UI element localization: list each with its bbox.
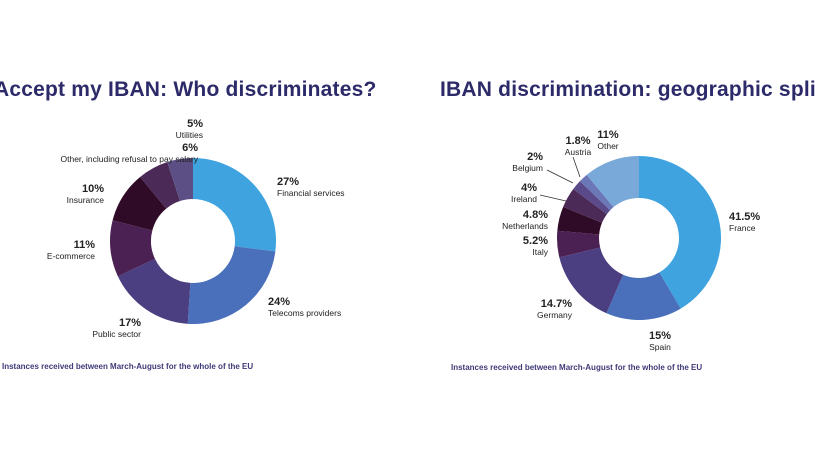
slice-france	[639, 156, 721, 309]
chart-note-right: Instances received between March-August …	[451, 363, 703, 372]
data-label-category: Germany	[537, 309, 572, 320]
data-label-category: Insurance	[66, 194, 104, 205]
data-label: 4.8% Netherlands	[502, 209, 548, 231]
data-label-category: E-commerce	[46, 250, 95, 261]
data-label-value: 27%	[277, 176, 300, 188]
slice-austria	[579, 174, 614, 211]
slice-other-including-refusal-to-pay-salary	[140, 162, 181, 209]
data-label: 11% Other	[597, 129, 619, 151]
data-label-category: Public sector	[92, 328, 141, 339]
data-label-category: Austria	[564, 146, 592, 157]
slice-italy	[557, 230, 601, 258]
data-label-category: Belgium	[512, 162, 543, 173]
slice-insurance	[112, 177, 167, 231]
data-label: 27% Financial services	[277, 176, 345, 198]
slice-netherlands	[557, 206, 602, 235]
data-label-value: 11%	[73, 239, 95, 251]
data-label-category: Netherlands	[502, 220, 548, 231]
data-label: 41.5% France	[729, 211, 761, 233]
data-label-category: Telecoms providers	[268, 307, 342, 318]
data-label-value: 15%	[648, 330, 672, 342]
data-label: 15% Spain	[648, 330, 672, 352]
slice-ireland	[563, 188, 607, 223]
data-label-category: Italy	[532, 246, 548, 257]
slice-financial-services	[193, 158, 276, 252]
data-label-category: Other	[597, 140, 619, 151]
slice-belgium	[573, 181, 611, 215]
chart-title-left: Accept my IBAN: Who discriminates?	[0, 78, 377, 101]
data-label: 5% Utilities	[175, 118, 203, 140]
slice-utilities	[167, 158, 193, 202]
data-label-value: 41.5%	[729, 211, 761, 223]
slice-telecoms-providers	[187, 246, 276, 325]
data-label-category: Ireland	[511, 193, 537, 204]
data-label: 14.7% Germany	[537, 298, 572, 320]
data-label: 6% Other, including refusal to pay salary	[0, 142, 199, 164]
leader-line	[546, 169, 574, 184]
data-label: 17% Public sector	[92, 317, 141, 339]
data-label: 10% Insurance	[66, 183, 104, 205]
data-label-value: 6%	[182, 142, 198, 154]
data-label-value: 17%	[118, 317, 141, 329]
data-label-category: Financial services	[277, 187, 345, 198]
chart-note-left: Instances received between March-August …	[2, 362, 254, 371]
data-label: 1.8% Austria	[564, 135, 592, 157]
leader-line	[572, 156, 581, 178]
data-label-value: 5.2%	[522, 235, 548, 247]
data-label-value: 5%	[187, 118, 203, 130]
slice-public-sector	[117, 258, 191, 324]
data-label-value: 11%	[597, 129, 619, 141]
chart-title-right: IBAN discrimination: geographic split	[440, 78, 815, 101]
slice-germany	[559, 247, 624, 314]
data-label-value: 10%	[81, 183, 104, 195]
data-label-value: 14.7%	[540, 298, 572, 310]
data-label: 11% E-commerce	[46, 239, 95, 261]
data-label-category: Utilities	[175, 129, 203, 140]
slice-other	[586, 156, 639, 208]
data-label-value: 4%	[521, 182, 537, 194]
data-label: 24% Telecoms providers	[268, 296, 342, 318]
data-label-category: France	[729, 222, 756, 233]
data-label: 5.2% Italy	[522, 235, 548, 257]
data-label-value: 4.8%	[522, 209, 548, 221]
data-label-value: 1.8%	[565, 135, 591, 147]
slice-e-commerce	[110, 220, 155, 277]
data-label-value: 2%	[527, 151, 543, 163]
slice-spain	[606, 272, 681, 320]
data-label: 4% Ireland	[511, 182, 537, 204]
leader-line	[539, 194, 567, 202]
data-label-category: Spain	[649, 341, 671, 352]
data-label: 2% Belgium	[512, 151, 543, 173]
data-label-value: 24%	[268, 296, 291, 308]
data-label-category: Other, including refusal to pay salary	[60, 153, 199, 164]
